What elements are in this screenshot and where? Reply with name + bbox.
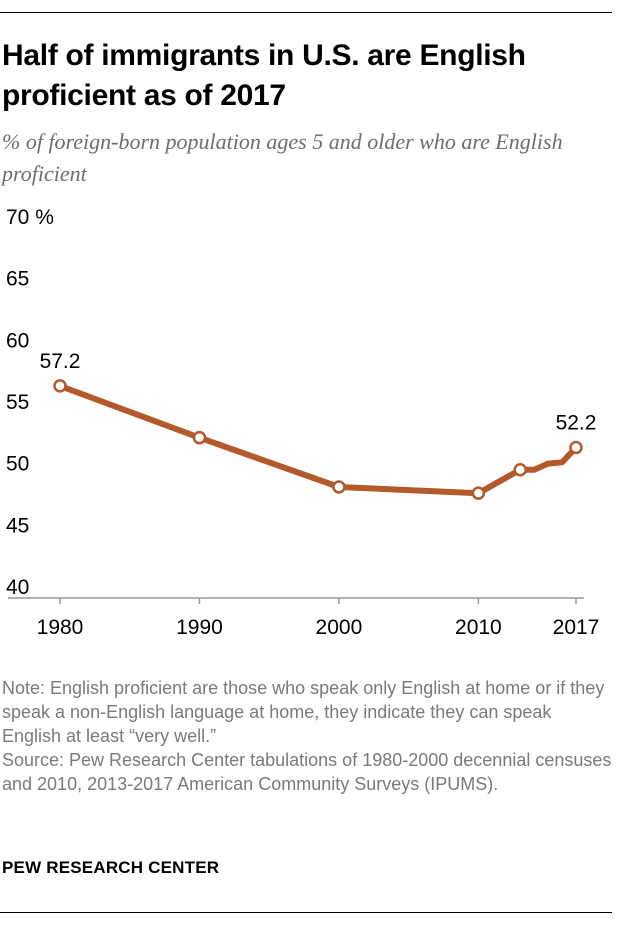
y-tick-label: 50 [6,453,29,476]
y-tick-label: 70 % [6,206,54,229]
data-point-marker [53,379,67,393]
data-label: 57.2 [40,350,81,373]
chart-subtitle: % of foreign-born population ages 5 and … [2,129,563,186]
series-line-english-proficient [57,382,579,497]
y-tick-label: 40 [6,576,29,599]
data-label: 52.2 [556,412,597,435]
data-point-marker [513,462,527,477]
data-point-marker [471,486,486,500]
line-chart: 70 % 65 60 55 50 45 40 1980 1990 2000 2010 2017 57… [6,206,600,639]
y-tick-label: 45 [6,514,29,537]
chart-title: Half of immigrants in U.S. are English p… [2,39,526,112]
source-text: Source: Pew Research Center tabulations … [2,750,612,794]
chart-notes: Note: English proficient are those who s… [2,676,612,796]
x-tick-label: 2017 [553,616,600,639]
y-tick-label: 55 [6,391,29,414]
x-tick-label: 2000 [316,616,363,639]
data-point-marker [192,430,207,445]
x-axis-ticks: 1980 1990 2000 2010 2017 [37,598,600,639]
data-point-marker [569,440,583,455]
data-labels: 57.2 52.2 [40,350,597,435]
x-tick-label: 1990 [176,616,223,639]
y-tick-label: 60 [6,329,29,352]
brand-name: PEW RESEARCH CENTER [2,858,220,877]
y-axis-ticks: 70 % 65 60 55 50 45 40 [6,206,54,599]
top-rule [0,12,612,13]
x-tick-label: 1980 [37,616,84,639]
x-tick-label: 2010 [455,616,502,639]
y-tick-label: 65 [6,268,29,291]
series-markers [53,379,583,500]
note-text: Note: English proficient are those who s… [2,678,605,746]
data-point-marker [332,480,346,494]
bottom-rule [0,912,612,913]
